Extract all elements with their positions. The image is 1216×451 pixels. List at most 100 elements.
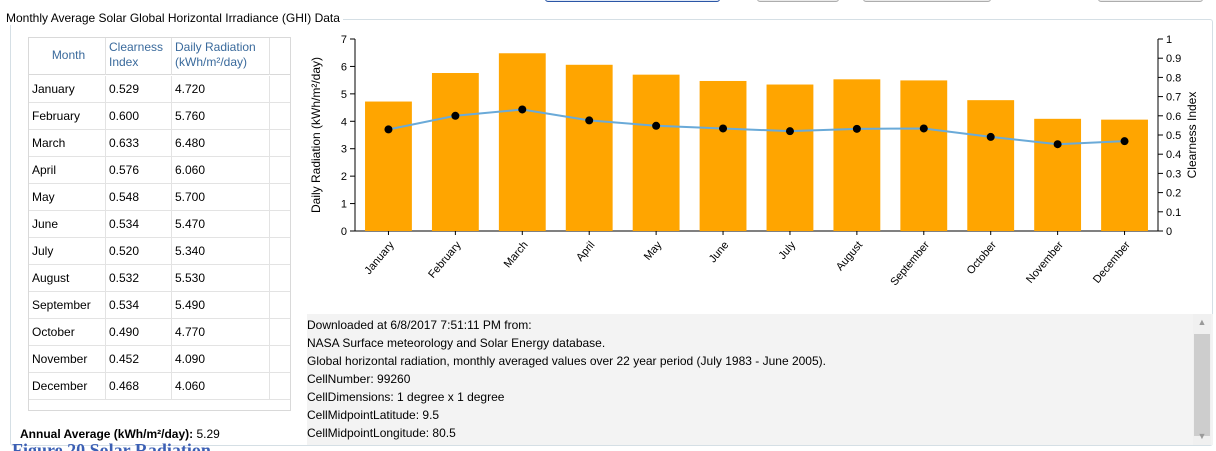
x-tick-label: July	[776, 239, 798, 262]
table-row[interactable]: November 0.452 4.090	[29, 346, 290, 373]
x-tick-label: June	[707, 239, 732, 265]
table-cell-month: August	[29, 265, 106, 292]
table-cell-radiation: 5.490	[172, 292, 270, 319]
data-point	[852, 124, 861, 133]
table-cell-radiation: 5.760	[172, 103, 270, 130]
toolbar-button-primary[interactable]	[545, 0, 720, 2]
table-header: Month Clearness Index Daily Radiation (k…	[29, 38, 290, 75]
y-tick-label-right: 0.5	[1166, 130, 1181, 142]
y-axis-label-left: Daily Radiation (kWh/m²/day)	[309, 57, 323, 213]
x-tick-label: March	[502, 239, 531, 270]
table-row[interactable]: April 0.576 6.060	[29, 157, 290, 184]
table-row[interactable]: May 0.548 5.700	[29, 184, 290, 211]
table-cell-clearness: 0.548	[106, 184, 172, 211]
table-cell-month: September	[29, 292, 106, 319]
bar	[1034, 118, 1082, 231]
table-row[interactable]: October 0.490 4.770	[29, 319, 290, 346]
clearness-points	[384, 105, 1129, 149]
table-row[interactable]: June 0.534 5.470	[29, 211, 290, 238]
table-cell-radiation: 5.340	[172, 238, 270, 265]
toolbar-button-4[interactable]	[1098, 0, 1203, 2]
data-point	[919, 124, 928, 133]
table-cell-radiation: 6.060	[172, 157, 270, 184]
table-cell-month: December	[29, 373, 106, 400]
info-line: CellDimensions: 1 degree x 1 degree	[307, 390, 505, 404]
table-cell-month: February	[29, 103, 106, 130]
table-cell-clearness: 0.468	[106, 373, 172, 400]
bar	[431, 73, 479, 231]
y-tick-label-left: 7	[341, 34, 347, 46]
y-tick-label-left: 2	[341, 171, 347, 183]
y-tick-label-left: 3	[341, 144, 347, 156]
scroll-thumb[interactable]	[1194, 334, 1210, 436]
info-scrollbar[interactable]: ▲ ▼	[1193, 314, 1211, 445]
table-row[interactable]: February 0.600 5.760	[29, 103, 290, 130]
table-cell-clearness: 0.534	[106, 211, 172, 238]
table-cell-radiation: 6.480	[172, 130, 270, 157]
bar-series	[365, 53, 1148, 232]
bar	[967, 100, 1015, 231]
table-cell-clearness: 0.520	[106, 238, 172, 265]
table-cell-month: June	[29, 211, 106, 238]
info-line: CellMidpointLongitude: 80.5	[307, 426, 456, 440]
ghi-data-groupbox	[10, 19, 1213, 446]
table-cell-month: October	[29, 319, 106, 346]
top-button-strip	[0, 0, 1216, 4]
table-row[interactable]: August 0.532 5.530	[29, 265, 290, 292]
y-tick-label-right: 0.7	[1166, 92, 1181, 104]
column-header-month[interactable]: Month	[29, 38, 106, 75]
data-point	[518, 105, 527, 114]
y-tick-label-right: 0.6	[1166, 111, 1181, 123]
y-tick-label-left: 1	[341, 199, 347, 211]
y-tick-label-right: 0.1	[1166, 207, 1181, 219]
bar	[1101, 119, 1148, 231]
monthly-data-table[interactable]: Month Clearness Index Daily Radiation (k…	[28, 37, 291, 411]
y-tick-label-left: 5	[341, 89, 347, 101]
toolbar-button-3[interactable]	[863, 0, 991, 2]
x-tick-label: December	[1091, 239, 1133, 286]
y-axis-label-right: Clearness Index	[1185, 92, 1199, 179]
table-cell-radiation: 4.720	[172, 76, 270, 103]
table-cell-clearness: 0.452	[106, 346, 172, 373]
y-tick-label-left: 4	[341, 116, 347, 128]
table-cell-month: July	[29, 238, 106, 265]
y-tick-label-left: 6	[341, 61, 347, 73]
table-row[interactable]: September 0.534 5.490	[29, 292, 290, 319]
y-tick-label-left: 0	[341, 226, 347, 238]
figure-caption: Figure 20 Solar Radiation	[12, 443, 211, 451]
x-tick-label: August	[834, 239, 865, 273]
y-tick-label-right: 0	[1166, 226, 1172, 238]
table-cell-radiation: 5.470	[172, 211, 270, 238]
toolbar-button-2[interactable]	[757, 0, 839, 2]
table-cell-month: November	[29, 346, 106, 373]
info-line: CellMidpointLatitude: 9.5	[307, 408, 440, 422]
annual-average-label: Annual Average (kWh/m²/day):	[20, 427, 194, 441]
table-cell-radiation: 5.700	[172, 184, 270, 211]
table-row[interactable]: July 0.520 5.340	[29, 238, 290, 265]
data-point	[986, 132, 995, 141]
bar	[766, 84, 814, 231]
info-line: Downloaded at 6/8/2017 7:51:11 PM from:	[307, 318, 532, 332]
table-cell-month: April	[29, 157, 106, 184]
bar	[699, 80, 747, 231]
scroll-down-icon[interactable]: ▼	[1197, 431, 1207, 441]
x-tick-label: May	[642, 239, 665, 263]
annual-average: Annual Average (kWh/m²/day): 5.29	[20, 427, 220, 441]
column-header-daily-radiation[interactable]: Daily Radiation (kWh/m²/day)	[172, 38, 270, 75]
bar	[900, 80, 948, 231]
y-tick-label-right: 0.8	[1166, 72, 1181, 84]
ghi-chart: 0 1 2 3 4 5 6 7 0 0.1 0.2 0.3 0.4 0.5 0.6 0.7 0.8 0.9 1 Dai…	[309, 34, 1199, 288]
data-point	[652, 121, 661, 130]
table-cell-clearness: 0.633	[106, 130, 172, 157]
table-row[interactable]: January 0.529 4.720	[29, 76, 290, 103]
column-header-clearness-index[interactable]: Clearness Index	[106, 38, 172, 75]
data-point	[1053, 140, 1062, 149]
y-tick-label-right: 1	[1166, 34, 1172, 46]
table-row[interactable]: December 0.468 4.060	[29, 373, 290, 400]
table-cell-clearness: 0.576	[106, 157, 172, 184]
x-tick-label: October	[965, 239, 1000, 277]
y-tick-label-right: 0.4	[1166, 149, 1181, 161]
data-point	[719, 124, 728, 133]
table-row[interactable]: March 0.633 6.480	[29, 130, 290, 157]
scroll-up-icon[interactable]: ▲	[1197, 317, 1207, 327]
